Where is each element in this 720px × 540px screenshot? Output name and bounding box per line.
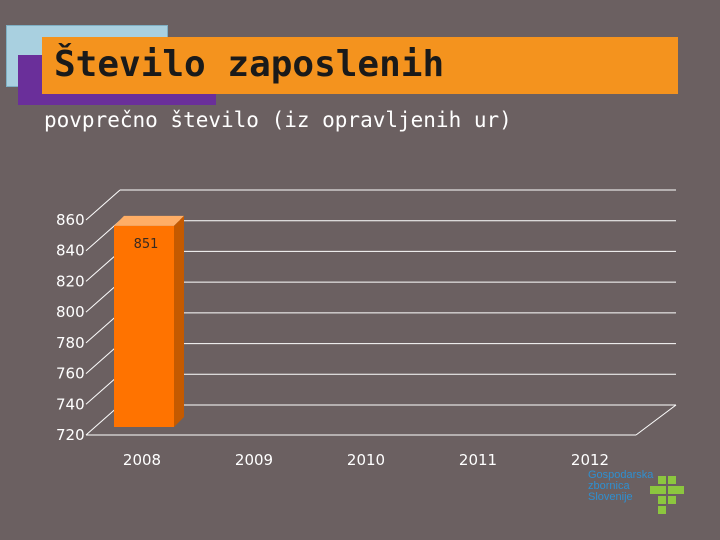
logo-line-2: zbornica: [588, 480, 630, 492]
logo-grid-icon: [650, 476, 684, 514]
bar-2008: [114, 225, 174, 427]
slide-title: Število zaposlenih: [54, 44, 445, 85]
slide-subtitle: povprečno število (iz opravljenih ur): [44, 108, 512, 132]
y-tick-label: 740: [56, 395, 85, 413]
bar-chart: 720 740 760 780 800 820 840 860 2008 2009 2010 2011…: [56, 189, 677, 469]
title-bar: [42, 37, 678, 94]
floor-right-edge: [635, 404, 677, 436]
y-tick-label: 800: [56, 303, 85, 321]
y-tick-label: 720: [56, 426, 85, 444]
y-tick-label: 820: [56, 272, 85, 290]
data-label: 851: [134, 237, 159, 252]
gridline-side: [85, 189, 121, 221]
logo-line-1: Gospodarska: [588, 469, 654, 481]
bar-top-face: [114, 215, 184, 226]
x-tick-label: 2008: [123, 451, 161, 469]
gzs-logo: Gospodarska zbornica Slovenije: [588, 470, 688, 520]
x-tick-label: 2010: [347, 451, 385, 469]
x-tick-label: 2011: [459, 451, 497, 469]
x-tick-label: 2012: [571, 451, 609, 469]
x-tick-label: 2009: [235, 451, 273, 469]
y-tick-label: 840: [56, 242, 85, 260]
logo-line-3: Slovenije: [588, 491, 633, 503]
bar-side-face: [174, 215, 184, 427]
y-tick-label: 860: [56, 211, 85, 229]
y-tick-label: 760: [56, 365, 85, 383]
y-tick-label: 780: [56, 334, 85, 352]
